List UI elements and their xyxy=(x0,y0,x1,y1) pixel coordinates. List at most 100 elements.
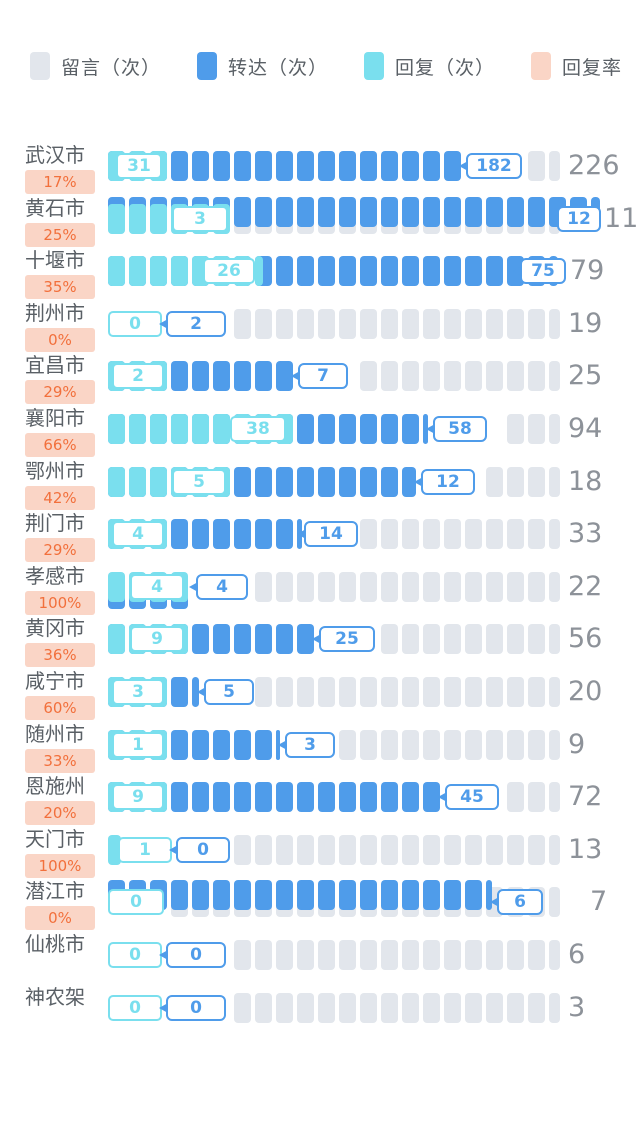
message-segment xyxy=(402,676,419,707)
message-segment xyxy=(360,676,377,707)
reply-rate-badge: 35% xyxy=(25,275,95,300)
chart-row: 十堰市 35% 26 75 79 xyxy=(0,248,640,309)
message-segment xyxy=(255,571,272,602)
reply-rate-badge: 29% xyxy=(25,538,95,563)
transfer-segment xyxy=(381,413,398,444)
message-segment xyxy=(507,834,524,865)
transfer-count-badge: 182 xyxy=(459,153,522,179)
transfer-segment xyxy=(297,413,314,444)
reply-segment xyxy=(108,203,125,234)
transfer-segment xyxy=(444,880,461,911)
transfer-segment xyxy=(213,782,230,813)
transfer-segment xyxy=(192,519,209,550)
total-messages-value: 33 xyxy=(568,518,603,550)
message-segment xyxy=(528,834,545,865)
message-segment xyxy=(549,466,560,497)
transfer-segment xyxy=(234,729,251,760)
message-segment xyxy=(549,571,560,602)
reply-rate-badge: 42% xyxy=(25,485,95,510)
transfer-segment xyxy=(360,196,377,227)
message-segment xyxy=(549,939,560,970)
message-segment xyxy=(360,939,377,970)
chart-legend: 留言（次） 转达（次） 回复（次） 回复率 xyxy=(30,52,622,80)
transfer-segment xyxy=(318,151,335,181)
city-label: 宜昌市 xyxy=(25,353,85,378)
transfer-count-badge: 25 xyxy=(312,626,375,653)
reply-segment xyxy=(129,203,146,234)
bar-track: 31 182 226 xyxy=(108,151,620,181)
transfer-segment xyxy=(360,466,377,497)
message-segment xyxy=(402,939,419,970)
transfer-count-badge: 5 xyxy=(197,678,254,705)
message-segment xyxy=(402,571,419,602)
city-label: 襄阳市 xyxy=(25,405,85,430)
transfer-segment xyxy=(297,624,314,655)
message-segment xyxy=(234,308,251,339)
legend-swatch-reply-rate-icon xyxy=(531,52,552,80)
message-segment xyxy=(549,992,560,1023)
transfer-segment xyxy=(297,880,314,911)
message-segment xyxy=(507,676,524,707)
message-segment xyxy=(255,834,272,865)
message-segment xyxy=(486,939,503,970)
transfer-segment xyxy=(465,196,482,227)
transfer-segment xyxy=(381,466,398,497)
transfer-segment xyxy=(339,782,356,813)
message-segment xyxy=(402,624,419,655)
message-segment xyxy=(507,992,524,1023)
total-messages-value: 18 xyxy=(568,465,603,497)
reply-segment xyxy=(108,256,125,287)
transfer-segment xyxy=(192,880,209,911)
reply-rate-badge: 25% xyxy=(25,222,95,247)
total-messages-value: 13 xyxy=(568,833,603,865)
reply-rate-badge: 100% xyxy=(25,590,95,615)
chart-row: 荆门市 29% 4 14 33 xyxy=(0,511,640,572)
reply-count-badge: 0 xyxy=(108,310,162,337)
transfer-segment xyxy=(276,782,293,813)
transfer-count-badge: 3 xyxy=(278,731,335,758)
reply-segment xyxy=(129,466,146,497)
message-segment xyxy=(276,834,293,865)
message-segment xyxy=(549,782,560,813)
message-segment xyxy=(528,519,545,550)
message-segment xyxy=(444,519,461,550)
message-segment xyxy=(318,939,335,970)
transfer-segment xyxy=(171,361,188,392)
message-segment xyxy=(423,834,440,865)
message-segment xyxy=(402,519,419,550)
transfer-segment xyxy=(465,256,482,287)
transfer-segment xyxy=(402,196,419,227)
reply-rate-badge: 100% xyxy=(25,853,95,878)
transfer-segment xyxy=(297,782,314,813)
city-label: 随州市 xyxy=(25,721,85,746)
transfer-segment xyxy=(402,880,419,911)
reply-segment xyxy=(213,413,230,444)
reply-count-badge: 9 xyxy=(130,626,184,653)
message-segment xyxy=(465,939,482,970)
message-segment xyxy=(465,676,482,707)
message-segment xyxy=(549,729,560,760)
message-segment xyxy=(297,992,314,1023)
legend-item-reply-rate: 回复率 xyxy=(531,52,622,80)
transfer-segment xyxy=(339,151,356,181)
transfer-segment xyxy=(423,413,428,444)
message-segment xyxy=(465,519,482,550)
transfer-segment xyxy=(234,782,251,813)
reply-count-badge: 0 xyxy=(108,994,162,1021)
city-label: 荆州市 xyxy=(25,300,85,325)
reply-segment xyxy=(150,466,167,497)
transfer-segment xyxy=(423,782,440,813)
transfer-segment xyxy=(192,782,209,813)
transfer-segment xyxy=(255,624,272,655)
message-segment xyxy=(360,571,377,602)
transfer-segment xyxy=(171,782,188,813)
legend-label-messages: 留言（次） xyxy=(61,56,162,79)
reply-segment xyxy=(108,413,125,444)
city-label: 十堰市 xyxy=(25,248,85,273)
bar-track: 2 7 25 xyxy=(108,361,602,392)
total-messages-value: 11 xyxy=(604,202,639,234)
transfer-segment xyxy=(402,782,419,813)
city-label: 仙桃市 xyxy=(25,931,85,956)
transfer-count-badge: 75 xyxy=(513,258,566,285)
